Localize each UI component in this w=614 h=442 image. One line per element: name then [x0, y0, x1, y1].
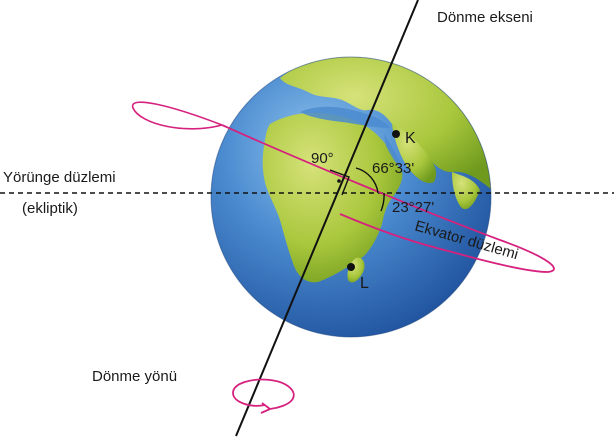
- rotation-arrowhead: [260, 402, 271, 414]
- equator-ring-front: [221, 124, 555, 273]
- point-k-label: K: [405, 130, 416, 147]
- point-l-label: L: [360, 275, 369, 292]
- land-india: [452, 172, 480, 210]
- rotation-axis-line: [235, 0, 419, 437]
- right-angle-dot: [337, 179, 341, 183]
- point-l-marker: [347, 263, 355, 271]
- equator-ring-back: [131, 101, 223, 130]
- land-arabia: [392, 124, 437, 184]
- point-k-marker: [392, 130, 400, 138]
- equator-tilt-angle-label: 23°27': [392, 199, 434, 216]
- rotation-direction-label: Dönme yönü: [92, 368, 177, 385]
- axis-tilt-arc: [355, 167, 379, 194]
- axis-tilt-angle-label: 66°33': [372, 160, 414, 177]
- orbit-plane-label: Yörünge düzlemi: [3, 169, 116, 186]
- ecliptic-label: (ekliptik): [22, 200, 78, 217]
- earth-globe: [210, 56, 492, 338]
- sea-red: [384, 134, 404, 172]
- rotation-direction-arrow: [232, 378, 295, 410]
- right-angle-label: 90°: [311, 150, 334, 167]
- rotation-axis-label: Dönme ekseni: [437, 9, 533, 26]
- equator-tilt-arc: [380, 192, 385, 212]
- land-africa: [262, 112, 403, 283]
- right-angle-marker: [329, 169, 350, 196]
- land-eurasia: [280, 57, 491, 190]
